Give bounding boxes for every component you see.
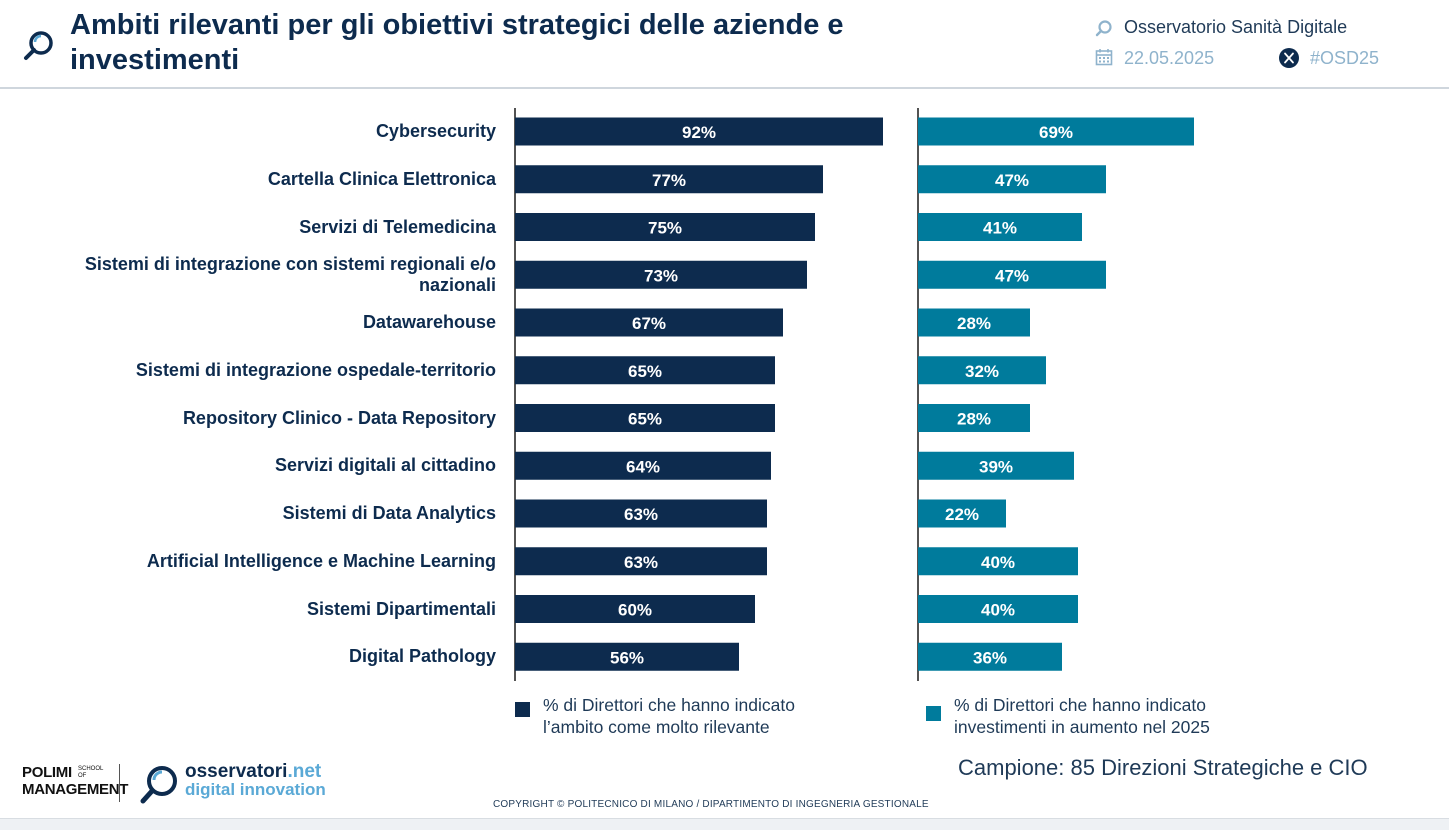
data-label: 47% [995,266,1029,285]
category-label: Artificial Intelligence e Machine Learni… [146,550,496,571]
data-label: 40% [981,601,1015,620]
bar-investments [918,117,1194,146]
category-label: Servizi digitali al cittadino [274,455,496,476]
data-label: 28% [957,314,991,333]
legend-label-relevance: % di Direttori che hanno indicato l’ambi… [543,695,795,737]
data-label: 92% [682,123,716,142]
page-title: Ambiti rilevanti per gli obiettivi strat… [70,9,844,76]
data-label: 28% [957,410,991,429]
data-label: 60% [618,601,652,620]
bar-relevance [515,451,771,480]
bar-investments [918,165,1106,194]
category-label: Sistemi Dipartimentali [306,598,496,619]
data-label: 56% [610,648,644,667]
x-logo-icon [1279,48,1299,68]
bar-investments [918,260,1106,289]
data-label: 77% [652,171,686,190]
data-label: 65% [628,410,662,429]
source-label: Osservatorio Sanità Digitale [1124,17,1348,37]
sample-note: Campione: 85 Direzioni Strategiche e CIO [958,755,1368,780]
data-label: 39% [979,457,1013,476]
copyright-note: COPYRIGHT © POLITECNICO DI MILANO / DIPA… [493,799,929,810]
magnifier-icon [24,31,53,60]
data-label: 32% [965,362,999,381]
bar-relevance [515,356,775,385]
data-label: 47% [995,171,1029,190]
header-divider [0,87,1449,89]
category-label: Servizi di Telemedicina [299,216,496,237]
hashtag-label: #OSD25 [1310,48,1380,68]
bar-investments [918,404,1030,432]
data-label: 75% [648,219,682,238]
bar-investments [918,213,1082,241]
bar-relevance [515,595,755,623]
data-label: 41% [983,219,1017,238]
date-label: 22.05.2025 [1124,48,1215,68]
bar-relevance [515,260,807,289]
category-label: Cybersecurity [375,121,496,141]
bar-relevance [515,404,775,432]
data-label: 64% [626,457,660,476]
category-label: Digital Pathology [348,646,496,667]
osservatori-logo-tld: .net [287,761,322,782]
data-label: 69% [1039,123,1073,142]
category-label: Cartella Clinica Elettronica [267,168,496,189]
legend-swatch-relevance [515,702,530,717]
bar-investments [918,356,1046,385]
data-label: 65% [628,362,662,381]
bar-relevance [515,499,767,528]
data-label: 36% [973,648,1007,667]
bar-relevance [515,213,815,241]
category-label: Sistemi di Data Analytics [282,503,496,523]
osservatori-logo-icon [140,766,177,804]
data-label: 63% [624,505,658,524]
osservatori-logo-subtitle: digital innovation [185,780,326,799]
category-label: Sistemi di integrazione con sistemi regi… [84,253,496,295]
polimi-logo-small: SCHOOL OF [78,766,104,779]
polimi-logo-line2: MANAGEMENT [22,781,129,798]
data-label: 22% [945,505,979,524]
category-label: Sistemi di integrazione ospedale-territo… [135,359,496,380]
logo-divider [119,764,120,802]
legend-swatch-investments [926,706,941,721]
legend-label-investments: % di Direttori che hanno indicato invest… [954,695,1210,737]
bar-relevance [515,547,767,576]
bar-relevance [515,117,883,146]
polimi-logo: POLIMI MANAGEMENT SCHOOL OF [22,764,129,798]
bar-investments [918,595,1078,623]
category-label: Datawarehouse [362,312,496,332]
bar-investments [918,499,1006,528]
bottom-strip [0,818,1449,830]
bar-relevance [515,642,739,671]
osservatori-logo-name: osservatori [185,761,288,782]
bar-relevance [515,165,823,194]
bar-investments [918,642,1062,671]
magnifier-icon [1095,20,1112,37]
polimi-logo-line1: POLIMI [22,764,72,781]
osservatori-logo-text: osservatori.net [185,762,321,782]
data-label: 73% [644,266,678,285]
calendar-icon [1095,49,1113,66]
bar-investments [918,451,1074,480]
bar-relevance [515,308,783,337]
category-label: Repository Clinico - Data Repository [182,407,496,428]
bar-investments [918,308,1030,337]
data-label: 67% [632,314,666,333]
bar-investments [918,547,1078,576]
data-label: 40% [981,553,1015,572]
data-label: 63% [624,553,658,572]
